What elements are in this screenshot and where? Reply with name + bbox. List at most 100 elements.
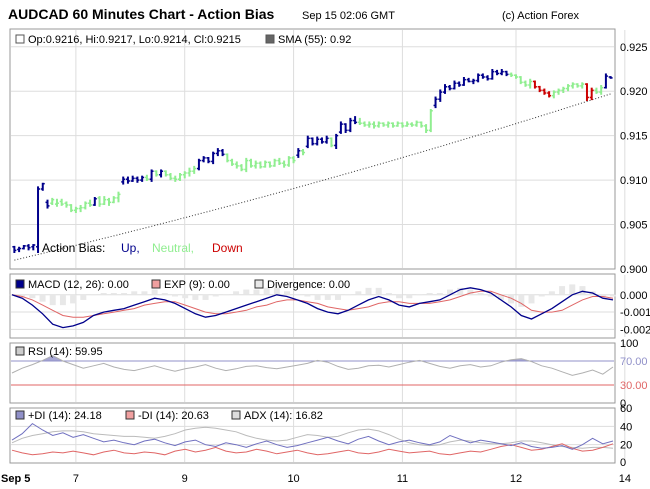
ohlc-bar [121,176,126,185]
divergence-bar [436,293,443,295]
divergence-bar [59,294,66,306]
bias-legend-label: Action Bias: [42,241,105,255]
divergence-bar [304,294,311,297]
ohlc-bar [196,158,201,171]
ohlc-bar [372,121,377,129]
ohlc-bar [329,137,334,148]
ohlc-bar [168,173,173,181]
divergence-bar [131,291,138,295]
macd-tick-label: -0.001 [620,307,650,319]
minus-di-legend: -DI (14): 20.63 [138,410,209,422]
ohlc-bar [45,199,50,209]
ohlc-bar [509,72,514,77]
rsi-tick-label: 100 [620,338,638,350]
divergence-bar [314,294,321,300]
ohlc-bar [584,83,589,101]
ohlc-bar [570,82,575,89]
divergence-bar [70,294,77,304]
ohlc-bar [395,121,400,127]
rsi-line [11,355,614,376]
ohlc-bar [12,245,17,253]
divergence-bar [121,293,128,295]
divergence-bar [263,287,270,295]
ohlc-bar [163,170,168,177]
ohlc-bar [353,116,358,125]
macd-legend: MACD (12, 26): 0.00 [28,279,129,291]
ohlc-bar [116,191,121,203]
ohlc-bar [376,121,381,128]
ohlc-bar [400,122,405,128]
x-tick-label: Sep 5 [1,473,30,485]
ohlc-bar [59,198,64,206]
ohlc-bar [291,156,296,164]
ohlc-bar [230,158,235,166]
divergence-bar [141,291,148,295]
divergence-bar [29,294,36,299]
ohlc-bar [36,186,41,253]
ohlc-bar [495,69,500,76]
ohlc-bar [551,90,556,99]
plus-di-legend-swatch [15,410,25,420]
divergence-bar [110,293,117,295]
divergence-bar [80,294,87,300]
ohlc-bar [452,80,457,90]
adx-legend-swatch [231,410,241,420]
ohlc-bar [542,88,547,95]
rsi-panel [9,342,616,404]
ohlc-bar [26,244,31,251]
plus-di-line [11,422,614,450]
divergence-bar [457,287,464,295]
ohlc-bar [21,245,26,250]
ohlc-bar [461,77,466,86]
ohlc-bar [357,117,362,125]
ohlc-bar [575,83,580,88]
ohlc-bar [215,148,220,157]
rsi-legend: RSI (14): 59.95 [28,346,103,358]
rsi-series [11,355,614,386]
ohlc-bar [31,244,36,251]
price-tick-label: 0.900 [620,264,648,276]
ohlc-bar [253,160,258,169]
rsi-tick-label: 30.00 [620,380,648,392]
ohlc-bar [73,206,78,213]
ohlc-bar [424,124,429,133]
ohlc-bar [83,201,88,210]
ohlc-bar [234,161,239,169]
macd-line [11,287,614,329]
ohlc-bar [386,121,391,128]
divergence-bar [487,294,494,297]
divergence-bar [355,291,362,295]
macd-tick-label: 0.000 [620,290,648,302]
ohlc-bar [381,122,386,127]
ohlc-bar [88,199,93,207]
divergence-bar [528,294,535,304]
ohlc-bar [518,76,523,85]
ohlc-bar [149,169,154,182]
ohlc-bar [499,69,504,76]
ohlc-bar [433,96,438,109]
sma-legend-swatch [265,34,275,44]
ohlc-bar [211,151,216,165]
divergence-bar [477,293,484,295]
ohlc-bar [513,74,518,79]
exp-legend: EXP (9): 0.00 [164,279,230,291]
bias-legend-neutral: Neutral, [152,241,194,255]
ohlc-bar [428,109,433,133]
divergence-bar [222,294,229,296]
ohlc-bar [258,161,263,169]
ohlc-bar [589,87,594,101]
ohlc-legend: Op:0.9216, Hi:0.9217, Lo:0.9214, Cl:0.92… [28,34,241,46]
ohlc-bar [532,80,537,89]
ohlc-bar [537,85,542,93]
x-tick-label: 9 [182,473,188,485]
divergence-bar [426,293,433,295]
ohlc-bar [102,196,107,205]
ohlc-bar [405,121,410,127]
divergence-bar [39,294,46,302]
ohlc-bar [443,84,448,94]
price-panel [9,28,616,270]
ohlc-bar [135,176,140,183]
divergence-bar [497,294,504,300]
ohlc-bar [286,156,291,167]
ohlc-bar [334,133,339,149]
